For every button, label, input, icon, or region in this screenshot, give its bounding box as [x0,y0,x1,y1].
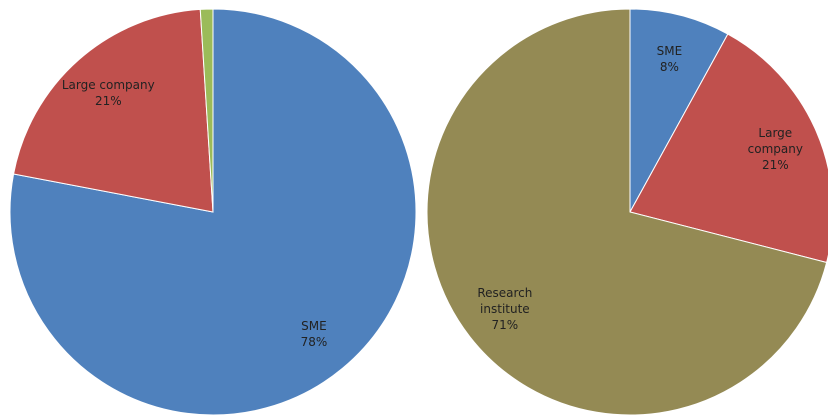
label-category: SME [656,43,683,58]
label-category: Large company [61,78,155,93]
data-label: Large company 21% [748,125,803,173]
label-category: SME [301,319,327,333]
data-label: SME 8% [657,43,683,75]
pie-slice [426,8,828,416]
label-value: 71% [491,318,519,333]
pie-slice [199,8,214,213]
data-label: SME 78% [301,318,328,350]
label-value: 21% [94,94,122,109]
pie-slice [13,8,214,213]
label-category: Large company [747,126,803,157]
data-label: Large company 21% [62,77,155,109]
label-category: Research institute [477,286,533,317]
label-value: 8% [659,59,679,74]
label-value: 21% [761,158,789,173]
label-value: 78% [300,335,328,349]
pie-slice [629,33,828,264]
pie-slice [629,8,729,213]
data-label: Research institute 71% [458,285,552,333]
